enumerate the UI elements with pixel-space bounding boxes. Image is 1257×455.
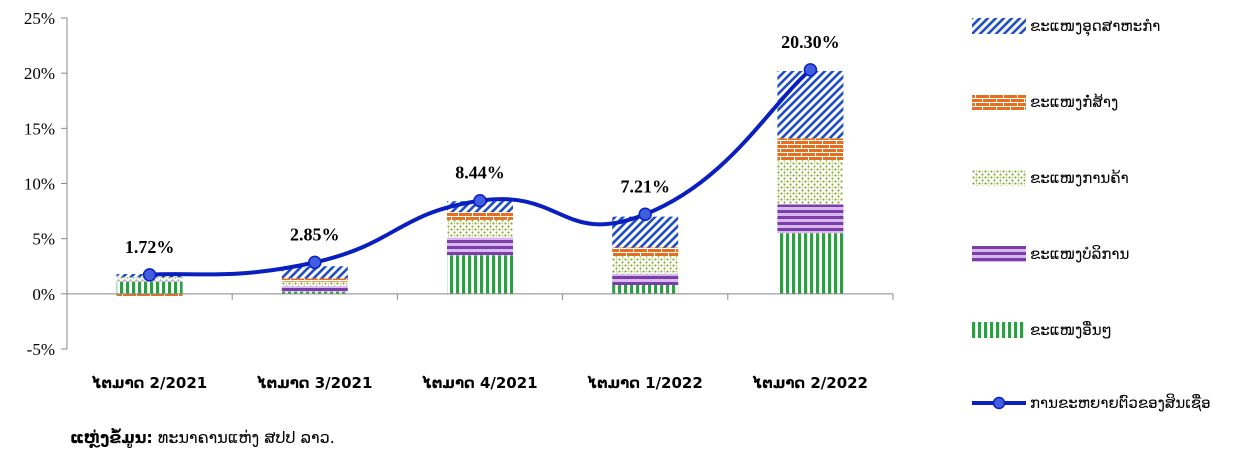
legend-label: ຂະແໜງອຸດສາຫະກຳ xyxy=(1030,17,1161,35)
credit-growth-line xyxy=(149,68,812,277)
others-swatch-icon xyxy=(972,322,1026,338)
bar-segment-dots xyxy=(281,281,348,287)
bar-segment-hstripes xyxy=(777,204,844,234)
legend-item-industry: ຂະແໜງອຸດສາຫະກຳ xyxy=(972,14,1240,38)
line-point xyxy=(473,193,487,208)
bar-segment-brick xyxy=(116,293,183,297)
legend: ຂະແໜງອຸດສາຫະກຳ ຂະແໜງກໍ່ສ້າງ ຂະແໜງການຄ້າ … xyxy=(972,0,1257,455)
source-text: ທະນາຄານແຫ່ງ ສປປ ລາວ. xyxy=(152,428,335,447)
y-tick-label: 20% xyxy=(24,64,55,83)
source-note: ແຫຼ່ງຂໍ້ມູນ: ທະນາຄານແຫ່ງ ສປປ ລາວ. xyxy=(70,428,335,447)
y-tick-label: 5% xyxy=(32,230,55,249)
services-swatch-icon xyxy=(972,246,1026,262)
x-axis: ໄຕມາດ 2/2021 ໄຕມາດ 3/2021 ໄຕມາດ 4/2021 ໄຕມາ… xyxy=(66,293,894,392)
line-point xyxy=(803,63,818,77)
bar-segment-diagonal xyxy=(281,266,348,279)
legend-item-others: ຂະແໜງອື່ນໆ xyxy=(972,318,1240,342)
construction-swatch-icon xyxy=(972,94,1026,110)
bar-segment-dots xyxy=(447,219,513,238)
bar-segment-vstripes xyxy=(281,291,348,294)
data-label: 20.30% xyxy=(781,32,840,52)
y-tick-label: -5% xyxy=(27,340,55,359)
line-point xyxy=(142,268,157,282)
line-point xyxy=(308,255,322,270)
legend-label: ຂະແໜງອື່ນໆ xyxy=(1030,321,1112,339)
bar-segment-brick xyxy=(447,212,513,220)
y-tick-label: 15% xyxy=(24,119,55,138)
bar-segment-hstripes xyxy=(447,237,513,256)
x-category-label: ໄຕມາດ 1/2022 xyxy=(587,374,703,392)
data-label: 2.85% xyxy=(290,224,340,244)
bar-segment-vstripes xyxy=(116,281,183,294)
legend-item-credit-growth: ການຂະຫຍາຍຕົວຂອງສິນເຊື່ອ xyxy=(972,391,1240,415)
bar-segment-vstripes xyxy=(777,233,844,294)
bar-segment-vstripes xyxy=(612,285,679,294)
bar-segment-hstripes xyxy=(281,286,348,292)
x-category-label: ໄຕມາດ 2/2022 xyxy=(752,374,868,392)
y-tick-label: 25% xyxy=(24,9,55,28)
legend-label: ການຂະຫຍາຍຕົວຂອງສິນເຊື່ອ xyxy=(1030,394,1211,412)
bar-segment-brick xyxy=(777,138,844,161)
bar-segment-brick xyxy=(281,278,348,282)
legend-label: ຂະແໜງບໍລິການ xyxy=(1030,245,1130,263)
bar-segment-hstripes xyxy=(612,273,679,286)
y-tick-label: 0% xyxy=(32,285,55,304)
legend-label: ຂະແໜງການຄ້າ xyxy=(1030,169,1129,187)
data-label: 8.44% xyxy=(455,163,505,183)
x-category-label: ໄຕມາດ 4/2021 xyxy=(421,374,537,392)
trade-swatch-icon xyxy=(972,170,1026,186)
bar-segment-diagonal xyxy=(777,70,844,139)
legend-item-services: ຂະແໜງບໍລິການ xyxy=(972,242,1240,266)
source-label: ແຫຼ່ງຂໍ້ມູນ: xyxy=(70,428,153,447)
y-tick-label: 10% xyxy=(24,175,55,194)
line-point xyxy=(638,207,652,222)
x-category-label: ໄຕມາດ 3/2021 xyxy=(256,374,372,392)
bar-segment-brick xyxy=(612,247,679,257)
bar-segment-dots xyxy=(777,160,844,205)
legend-item-construction: ຂະແໜງກໍ່ສ້າງ xyxy=(972,90,1240,114)
x-category-label: ໄຕມາດ 2/2021 xyxy=(91,374,207,392)
growth-line: 1.72% 2.85% 8.44% 7.21% 20.30% xyxy=(125,32,840,282)
line-marker-icon xyxy=(972,396,1026,410)
data-label: 7.21% xyxy=(620,176,670,196)
bar-segment-dots xyxy=(612,256,679,274)
bars xyxy=(116,70,844,297)
bar-segment-vstripes xyxy=(447,255,513,294)
data-label: 1.72% xyxy=(125,237,175,257)
chart-area: -5% 0% 5% 10% 15% 20% 25% 1.72% 2.85% 8.44% 7.21%… xyxy=(24,9,894,392)
legend-item-trade: ຂະແໜງການຄ້າ xyxy=(972,166,1240,190)
legend-label: ຂະແໜງກໍ່ສ້າງ xyxy=(1030,93,1119,111)
industry-swatch-icon xyxy=(972,18,1026,34)
y-axis: -5% 0% 5% 10% 15% 20% 25% xyxy=(24,9,68,359)
